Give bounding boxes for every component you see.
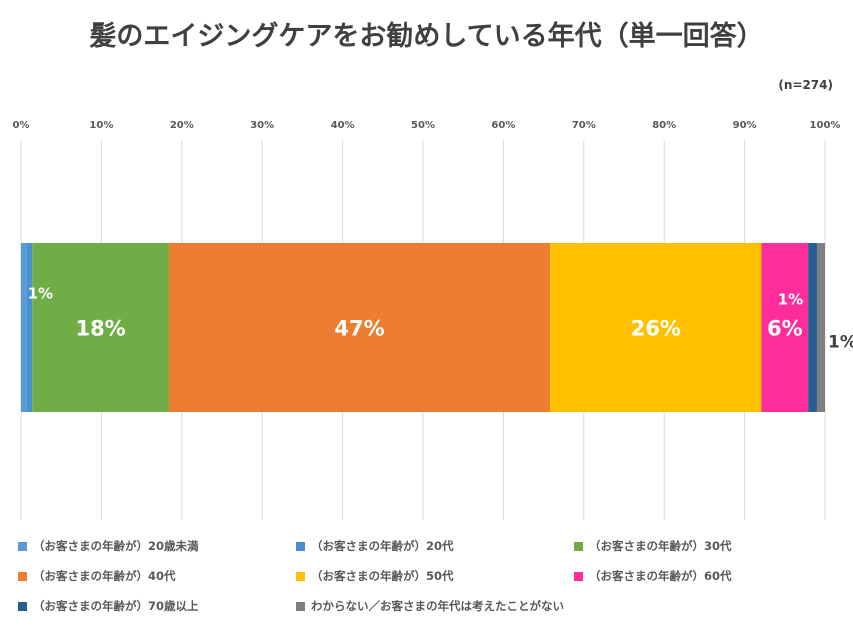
- bar-segment: [168, 243, 551, 412]
- legend-swatch: [296, 571, 305, 581]
- x-tick-label: 30%: [250, 120, 274, 131]
- data-label: 18%: [75, 317, 125, 341]
- x-tick-label: 90%: [733, 120, 757, 131]
- x-tick-label: 50%: [411, 120, 435, 131]
- x-tick-label: 70%: [572, 120, 596, 131]
- bar-segment: [21, 243, 27, 412]
- legend-swatch: [18, 571, 27, 581]
- legend-item: （お客さまの年齢が）20歳未満: [18, 538, 296, 554]
- data-label: 1%: [778, 291, 803, 309]
- legend-swatch: [574, 571, 583, 581]
- bar-segment: [26, 243, 33, 412]
- bar-segment: [550, 243, 762, 412]
- legend-swatch: [574, 541, 583, 551]
- x-tick-label: 80%: [652, 120, 676, 131]
- chart-title: 髪のエイジングケアをお勧めしている年代（単一回答）: [89, 21, 764, 52]
- x-tick-label: 10%: [89, 120, 113, 131]
- legend: （お客さまの年齢が）20歳未満 （お客さまの年齢が）20代 （お客さまの年齢が）30…: [18, 538, 848, 614]
- data-label: 6%: [767, 317, 803, 341]
- legend-label: （お客さまの年齢が）60代: [589, 569, 732, 583]
- legend-item: （お客さまの年齢が）60代: [574, 568, 848, 584]
- data-label: 1%: [828, 333, 853, 353]
- sample-size-note: (n=274): [778, 78, 833, 92]
- legend-label: （お客さまの年齢が）30代: [589, 539, 732, 553]
- legend-swatch: [296, 601, 305, 611]
- legend-label: （お客さまの年齢が）50代: [311, 569, 454, 583]
- bar-segment: [808, 243, 817, 412]
- data-label: 26%: [631, 317, 681, 341]
- legend-item: （お客さまの年齢が）40代: [18, 568, 296, 584]
- legend-item: （お客さまの年齢が）50代: [296, 568, 574, 584]
- x-tick-label: 0%: [13, 120, 30, 131]
- legend-item: （お客さまの年齢が）30代: [574, 538, 848, 554]
- legend-swatch: [296, 541, 305, 551]
- data-label: 47%: [334, 317, 384, 341]
- bar-segment: [32, 243, 169, 412]
- legend-label: （お客さまの年齢が）40代: [33, 569, 176, 583]
- bar-segment: [816, 243, 825, 412]
- legend-item: わからない／お客さまの年代は考えたことがない: [296, 598, 574, 614]
- x-tick-label: 100%: [810, 120, 841, 131]
- x-tick-label: 20%: [170, 120, 194, 131]
- x-tick-label: 40%: [331, 120, 355, 131]
- legend-swatch: [18, 601, 27, 611]
- bar-segment: [761, 243, 809, 412]
- legend-label: （お客さまの年齢が）20代: [311, 539, 454, 553]
- data-label: 1%: [28, 285, 53, 303]
- legend-item: （お客さまの年齢が）20代: [296, 538, 574, 554]
- legend-label: わからない／お客さまの年代は考えたことがない: [311, 599, 564, 613]
- legend-label: （お客さまの年齢が）70歳以上: [33, 599, 199, 613]
- legend-item: （お客さまの年齢が）70歳以上: [18, 598, 296, 614]
- legend-label: （お客さまの年齢が）20歳未満: [33, 539, 199, 553]
- legend-swatch: [18, 541, 27, 551]
- x-tick-label: 60%: [491, 120, 515, 131]
- stacked-bar-chart: 0% 10% 20% 30% 40% 50% 60% 70% 80% 90% 100% 1% 18% 47…: [13, 120, 853, 520]
